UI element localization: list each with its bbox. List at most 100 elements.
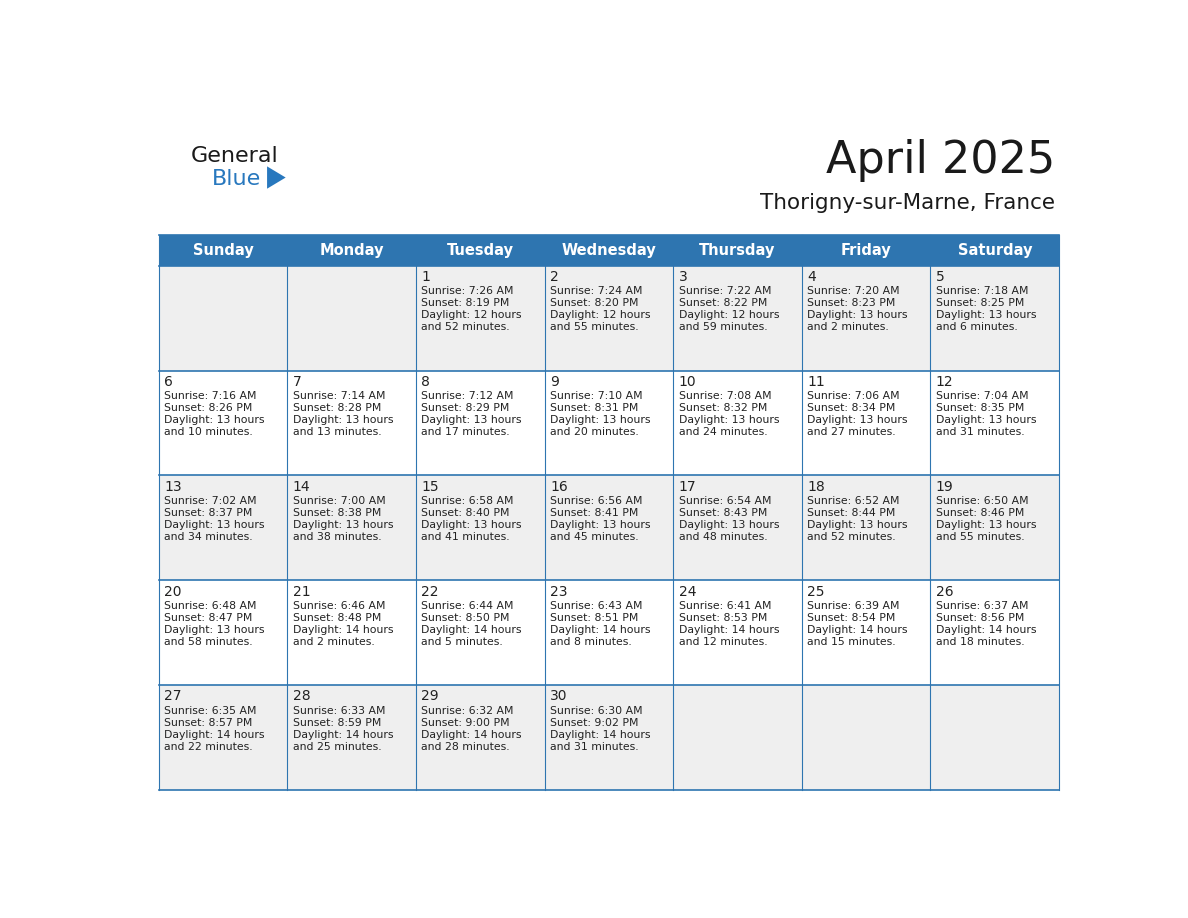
Text: Daylight: 13 hours: Daylight: 13 hours [808, 521, 908, 530]
Text: and 8 minutes.: and 8 minutes. [550, 637, 632, 647]
Text: Friday: Friday [841, 242, 891, 258]
Text: Monday: Monday [320, 242, 384, 258]
Text: 4: 4 [808, 270, 816, 284]
Text: Daylight: 13 hours: Daylight: 13 hours [808, 310, 908, 320]
Text: 8: 8 [422, 375, 430, 389]
Text: Sunset: 8:29 PM: Sunset: 8:29 PM [422, 403, 510, 413]
Text: Sunrise: 7:06 AM: Sunrise: 7:06 AM [808, 391, 899, 401]
Text: Daylight: 13 hours: Daylight: 13 hours [164, 415, 265, 425]
Text: and 17 minutes.: and 17 minutes. [422, 427, 510, 437]
Text: Sunrise: 6:32 AM: Sunrise: 6:32 AM [422, 706, 513, 716]
Text: Daylight: 13 hours: Daylight: 13 hours [936, 521, 1036, 530]
Text: 25: 25 [808, 585, 824, 599]
Text: Sunrise: 6:46 AM: Sunrise: 6:46 AM [292, 601, 385, 611]
Text: Sunset: 8:38 PM: Sunset: 8:38 PM [292, 509, 381, 518]
Text: Daylight: 14 hours: Daylight: 14 hours [678, 625, 779, 635]
Text: 2: 2 [550, 270, 558, 284]
Text: Daylight: 13 hours: Daylight: 13 hours [678, 521, 779, 530]
Text: April 2025: April 2025 [826, 140, 1055, 183]
Text: Sunrise: 7:16 AM: Sunrise: 7:16 AM [164, 391, 257, 401]
Text: Sunset: 8:23 PM: Sunset: 8:23 PM [808, 298, 896, 308]
Text: and 20 minutes.: and 20 minutes. [550, 427, 639, 437]
Text: 20: 20 [164, 585, 182, 599]
Text: Sunset: 8:48 PM: Sunset: 8:48 PM [292, 613, 381, 623]
Text: Sunset: 8:26 PM: Sunset: 8:26 PM [164, 403, 252, 413]
Text: Sunset: 8:25 PM: Sunset: 8:25 PM [936, 298, 1024, 308]
Text: and 55 minutes.: and 55 minutes. [550, 322, 639, 332]
Text: 17: 17 [678, 480, 696, 494]
Text: Sunset: 8:35 PM: Sunset: 8:35 PM [936, 403, 1024, 413]
Text: and 38 minutes.: and 38 minutes. [292, 532, 381, 542]
Text: Sunrise: 6:43 AM: Sunrise: 6:43 AM [550, 601, 643, 611]
Bar [158, 685, 1060, 790]
Text: Daylight: 13 hours: Daylight: 13 hours [164, 625, 265, 635]
Text: Sunday: Sunday [192, 242, 253, 258]
Text: and 59 minutes.: and 59 minutes. [678, 322, 767, 332]
Text: Daylight: 13 hours: Daylight: 13 hours [936, 310, 1036, 320]
Text: 7: 7 [292, 375, 302, 389]
Text: and 48 minutes.: and 48 minutes. [678, 532, 767, 542]
Text: Sunset: 8:31 PM: Sunset: 8:31 PM [550, 403, 638, 413]
Text: 28: 28 [292, 689, 310, 703]
Text: and 12 minutes.: and 12 minutes. [678, 637, 767, 647]
Text: and 15 minutes.: and 15 minutes. [808, 637, 896, 647]
Polygon shape [267, 166, 285, 189]
Text: 11: 11 [808, 375, 824, 389]
Text: Sunrise: 7:20 AM: Sunrise: 7:20 AM [808, 286, 899, 297]
Text: Sunset: 8:34 PM: Sunset: 8:34 PM [808, 403, 896, 413]
Text: and 25 minutes.: and 25 minutes. [292, 742, 381, 752]
Text: Sunset: 9:00 PM: Sunset: 9:00 PM [422, 718, 510, 728]
Bar [158, 235, 1060, 265]
Text: Sunrise: 7:14 AM: Sunrise: 7:14 AM [292, 391, 385, 401]
Text: Sunset: 8:47 PM: Sunset: 8:47 PM [164, 613, 252, 623]
Text: Sunset: 8:37 PM: Sunset: 8:37 PM [164, 509, 252, 518]
Text: Thursday: Thursday [700, 242, 776, 258]
Text: Daylight: 13 hours: Daylight: 13 hours [808, 415, 908, 425]
Text: Sunrise: 6:50 AM: Sunrise: 6:50 AM [936, 497, 1029, 506]
Text: Daylight: 14 hours: Daylight: 14 hours [422, 625, 522, 635]
Text: Daylight: 12 hours: Daylight: 12 hours [550, 310, 651, 320]
Text: and 10 minutes.: and 10 minutes. [164, 427, 253, 437]
Text: Daylight: 13 hours: Daylight: 13 hours [550, 415, 651, 425]
Text: and 28 minutes.: and 28 minutes. [422, 742, 510, 752]
Text: Sunrise: 7:00 AM: Sunrise: 7:00 AM [292, 497, 385, 506]
Text: 15: 15 [422, 480, 438, 494]
Text: Daylight: 13 hours: Daylight: 13 hours [292, 415, 393, 425]
Text: Daylight: 13 hours: Daylight: 13 hours [292, 521, 393, 530]
Text: and 2 minutes.: and 2 minutes. [808, 322, 889, 332]
Text: Sunrise: 7:24 AM: Sunrise: 7:24 AM [550, 286, 643, 297]
Text: Daylight: 14 hours: Daylight: 14 hours [808, 625, 908, 635]
Text: Saturday: Saturday [958, 242, 1032, 258]
Text: Sunset: 8:40 PM: Sunset: 8:40 PM [422, 509, 510, 518]
Text: Sunrise: 6:48 AM: Sunrise: 6:48 AM [164, 601, 257, 611]
Text: Sunset: 8:51 PM: Sunset: 8:51 PM [550, 613, 638, 623]
Text: 24: 24 [678, 585, 696, 599]
Text: Sunset: 8:20 PM: Sunset: 8:20 PM [550, 298, 638, 308]
Text: and 22 minutes.: and 22 minutes. [164, 742, 253, 752]
Text: Thorigny-sur-Marne, France: Thorigny-sur-Marne, France [760, 194, 1055, 213]
Text: Daylight: 14 hours: Daylight: 14 hours [550, 625, 651, 635]
Text: 9: 9 [550, 375, 558, 389]
Text: and 58 minutes.: and 58 minutes. [164, 637, 253, 647]
Text: 18: 18 [808, 480, 824, 494]
Text: and 24 minutes.: and 24 minutes. [678, 427, 767, 437]
Text: Daylight: 14 hours: Daylight: 14 hours [292, 730, 393, 740]
Text: and 55 minutes.: and 55 minutes. [936, 532, 1024, 542]
Text: Sunrise: 6:35 AM: Sunrise: 6:35 AM [164, 706, 257, 716]
Text: Sunrise: 7:22 AM: Sunrise: 7:22 AM [678, 286, 771, 297]
Text: Daylight: 14 hours: Daylight: 14 hours [422, 730, 522, 740]
Text: Daylight: 13 hours: Daylight: 13 hours [422, 415, 522, 425]
Text: 3: 3 [678, 270, 688, 284]
Text: 26: 26 [936, 585, 954, 599]
Text: Daylight: 14 hours: Daylight: 14 hours [292, 625, 393, 635]
Text: 21: 21 [292, 585, 310, 599]
Text: 12: 12 [936, 375, 954, 389]
Bar [158, 371, 1060, 476]
Text: Daylight: 14 hours: Daylight: 14 hours [550, 730, 651, 740]
Text: Wednesday: Wednesday [562, 242, 656, 258]
Text: Sunrise: 7:18 AM: Sunrise: 7:18 AM [936, 286, 1029, 297]
Text: and 41 minutes.: and 41 minutes. [422, 532, 510, 542]
Text: General: General [191, 146, 279, 165]
Text: Sunrise: 6:52 AM: Sunrise: 6:52 AM [808, 497, 899, 506]
Text: 22: 22 [422, 585, 438, 599]
